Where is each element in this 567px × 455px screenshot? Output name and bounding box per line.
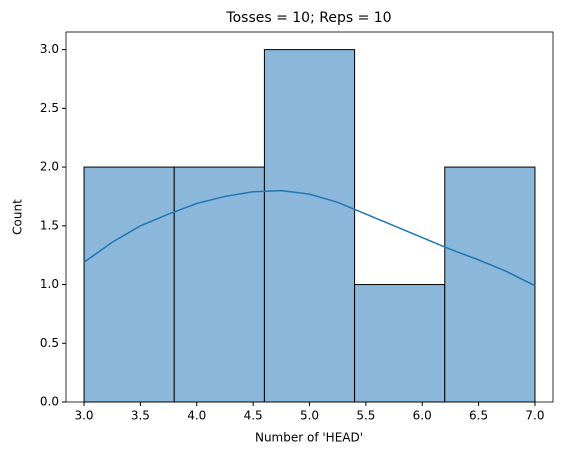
- x-tick-label: 4.0: [187, 409, 206, 423]
- chart-title: Tosses = 10; Reps = 10: [225, 10, 391, 26]
- bar: [83, 166, 175, 403]
- x-tick-label: 5.5: [356, 409, 375, 423]
- bar: [444, 166, 536, 403]
- y-tick-label: 1.5: [40, 218, 59, 232]
- y-axis-label: Count: [11, 199, 25, 235]
- y-tick-label: 2.0: [40, 160, 59, 174]
- x-tick-label: 3.5: [131, 409, 150, 423]
- x-tick-label: 7.0: [525, 409, 544, 423]
- x-tick-label: 6.5: [469, 409, 488, 423]
- x-tick-label: 3.0: [74, 409, 93, 423]
- x-tick-label: 6.0: [413, 409, 432, 423]
- x-tick-label: 4.5: [244, 409, 263, 423]
- y-tick-label: 0.5: [40, 336, 59, 350]
- bar: [173, 166, 265, 403]
- x-axis-label: Number of 'HEAD': [255, 431, 363, 445]
- kde-line: [83, 189, 536, 287]
- y-tick-label: 2.5: [40, 101, 59, 115]
- y-tick-label: 3.0: [40, 42, 59, 56]
- y-tick-label: 1.0: [40, 277, 59, 291]
- y-tick-label: 0.0: [40, 395, 59, 409]
- x-tick-label: 5.0: [300, 409, 319, 423]
- bar: [354, 284, 446, 403]
- bar: [263, 49, 356, 403]
